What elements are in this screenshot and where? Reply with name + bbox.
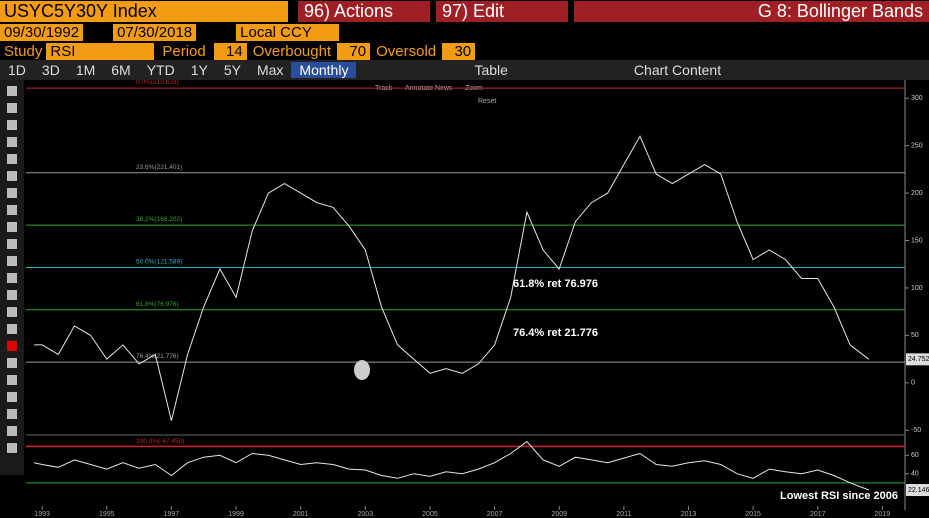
actions-menu[interactable]: 96) Actions [298, 0, 430, 22]
tool-icon [7, 222, 17, 232]
range-button[interactable]: 1M [75, 62, 96, 78]
tool-icon [7, 239, 17, 249]
x-tick-label: 2015 [745, 511, 761, 518]
tool-icon [7, 103, 17, 113]
tool-icon [7, 188, 17, 198]
rsi-tick-label: 40 [911, 471, 919, 478]
annotation: Lowest RSI since 2006 [780, 490, 898, 502]
marker [354, 360, 370, 380]
last-price-box [906, 353, 929, 366]
range-button[interactable]: YTD [146, 62, 175, 78]
y-tick-label: 250 [911, 143, 923, 150]
tool-icon [7, 341, 17, 351]
x-tick-label: 2003 [358, 511, 374, 518]
x-tick-label: 2011 [616, 511, 631, 518]
tool-icon [7, 307, 17, 317]
study-bar: Study RSI Period 14 Overbought 70 Overso… [0, 42, 929, 60]
oversold-label: Oversold [376, 42, 437, 60]
last-rsi: 22.146 [908, 487, 929, 494]
tool-icon [7, 409, 17, 419]
tool-icon [7, 375, 17, 385]
last-rsi-box [906, 484, 929, 497]
period-label: Period [162, 42, 206, 60]
tool-icon [7, 120, 17, 130]
annotation: 76.4% ret 21.776 [513, 327, 598, 339]
period-value[interactable]: 14 [213, 42, 247, 60]
x-tick-label: 1995 [99, 511, 115, 518]
x-tick-label: 2005 [422, 511, 438, 518]
edit-menu[interactable]: 97) Edit [436, 0, 568, 22]
tool-icon [7, 443, 17, 453]
x-tick-label: 2013 [681, 511, 697, 518]
fib-label: 100.0%(-67.450) [136, 438, 184, 445]
y-tick-label: 150 [911, 237, 923, 244]
tool-icon [7, 86, 17, 96]
chart-tool: Reset [478, 98, 496, 105]
x-tick-label: 2017 [810, 511, 826, 518]
currency[interactable]: Local CCY [236, 23, 340, 41]
overbought-label: Overbought [252, 42, 332, 60]
y-tick-label: 0 [911, 380, 915, 387]
view-name: G 8: Bollinger Bands [574, 0, 929, 22]
y-tick-label: 200 [911, 190, 923, 197]
x-tick-label: 1999 [228, 511, 244, 518]
ticker: USYC5Y30Y Index [0, 0, 288, 22]
chart-content-button[interactable]: Chart Content [633, 62, 722, 78]
y-tick-label: 50 [911, 332, 919, 339]
range-button[interactable]: 1D [8, 62, 26, 78]
x-tick-label: 2001 [293, 511, 309, 518]
rsi-tick-label: 60 [911, 452, 919, 459]
tool-icon [7, 324, 17, 334]
fib-label: 23.6%(221.401) [136, 164, 182, 171]
fib-label: 76.4%(21.776) [136, 353, 179, 360]
study-value[interactable]: RSI [46, 42, 155, 60]
range-button[interactable]: 5Y [223, 62, 241, 78]
toolbar: 1D 3D 1M 6M YTD 1Y 5Y Max Monthly Table Chart Cont… [0, 60, 929, 80]
table-button[interactable]: Table [474, 62, 508, 78]
tool-icon [7, 205, 17, 215]
title-bar: USYC5Y30Y Index 96) Actions 97) Edit G 8… [0, 0, 929, 22]
start-date[interactable]: 09/30/1992 [0, 23, 84, 41]
x-tick-label: 1997 [164, 511, 180, 518]
y-tick-label: -50 [911, 427, 921, 434]
annotation: 61.8% ret 76.976 [513, 278, 598, 290]
oversold-value[interactable]: 30 [442, 42, 476, 60]
range-button[interactable]: 6M [111, 62, 131, 78]
y-tick-label: 100 [911, 285, 923, 292]
fib-label: 61.8%(76.976) [136, 301, 179, 308]
price-line [34, 135, 870, 421]
tool-icon [7, 171, 17, 181]
tool-icon [7, 273, 17, 283]
range-button[interactable]: Max [256, 62, 284, 78]
tool-icon [7, 426, 17, 436]
tool-icon [7, 358, 17, 368]
tool-icon [7, 137, 17, 147]
fib-label: 50.0%(121.589) [136, 258, 182, 265]
fib-label: 0.0%(310.628) [136, 80, 179, 86]
tool-icon [7, 290, 17, 300]
x-tick-label: 1993 [34, 511, 50, 518]
frequency-button[interactable]: Monthly [291, 62, 357, 78]
tool-icon [7, 256, 17, 266]
range-button[interactable]: 1Y [190, 62, 208, 78]
fib-label: 38.2%(166.202) [136, 216, 182, 223]
overbought-value[interactable]: 70 [337, 42, 371, 60]
tool-icon [7, 392, 17, 402]
range-button[interactable]: 3D [41, 62, 60, 78]
tool-icon [7, 154, 17, 164]
date-bar: 09/30/1992 07/30/2018 Local CCY [0, 22, 929, 42]
y-tick-label: 300 [911, 95, 923, 102]
end-date[interactable]: 07/30/2018 [113, 23, 197, 41]
study-label: Study [4, 42, 43, 60]
x-tick-label: 2019 [875, 511, 891, 518]
x-tick-label: 2007 [487, 511, 503, 518]
x-tick-label: 2009 [551, 511, 567, 518]
last-price: 24.752 [908, 356, 929, 363]
rsi-line [33, 440, 869, 491]
